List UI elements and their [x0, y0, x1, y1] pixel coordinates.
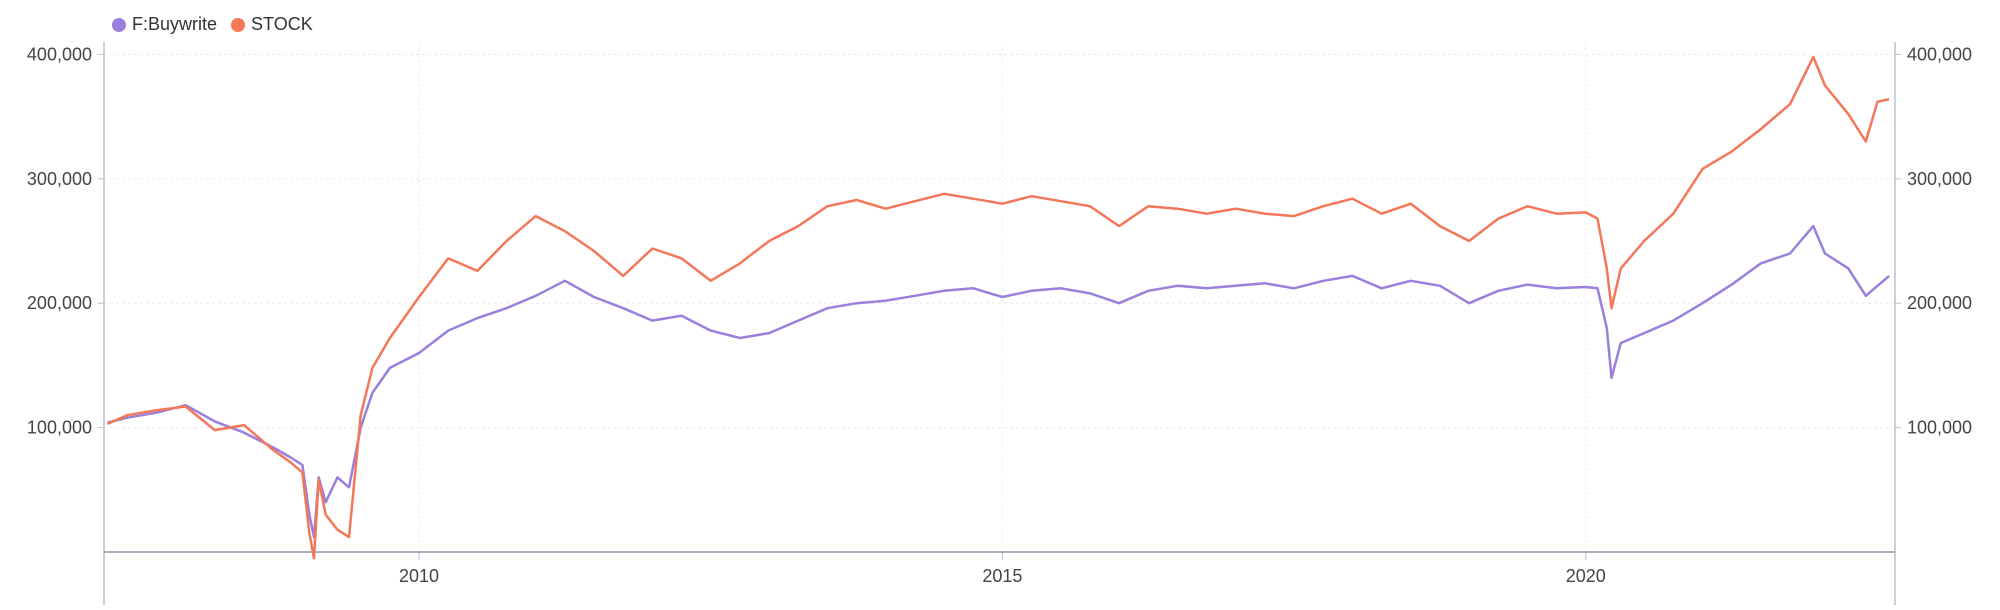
y-tick-label-left: 300,000	[27, 169, 92, 189]
legend-label-stock: STOCK	[251, 14, 313, 34]
y-tick-label-left: 100,000	[27, 418, 92, 438]
legend-item-stock[interactable]: STOCK	[231, 14, 313, 35]
y-tick-label-right: 100,000	[1907, 418, 1972, 438]
legend-marker-buywrite	[112, 17, 126, 32]
y-tick-label-left: 400,000	[27, 44, 92, 64]
legend-marker-stock	[231, 17, 246, 32]
y-tick-label-right: 200,000	[1907, 293, 1972, 313]
x-tick-label: 2020	[1566, 566, 1606, 586]
y-tick-label-right: 400,000	[1907, 44, 1972, 64]
y-tick-label-right: 300,000	[1907, 169, 1972, 189]
y-tick-label-left: 200,000	[27, 293, 92, 313]
legend-item-buywrite[interactable]: F:Buywrite	[112, 14, 217, 35]
x-tick-label: 2010	[399, 566, 439, 586]
legend: F:Buywrite STOCK	[112, 14, 313, 35]
legend-label-buywrite: F:Buywrite	[132, 14, 218, 34]
series-line-stock	[106, 55, 1890, 560]
series-line-buywrite	[107, 224, 1891, 539]
x-tick-label: 2015	[982, 566, 1022, 586]
